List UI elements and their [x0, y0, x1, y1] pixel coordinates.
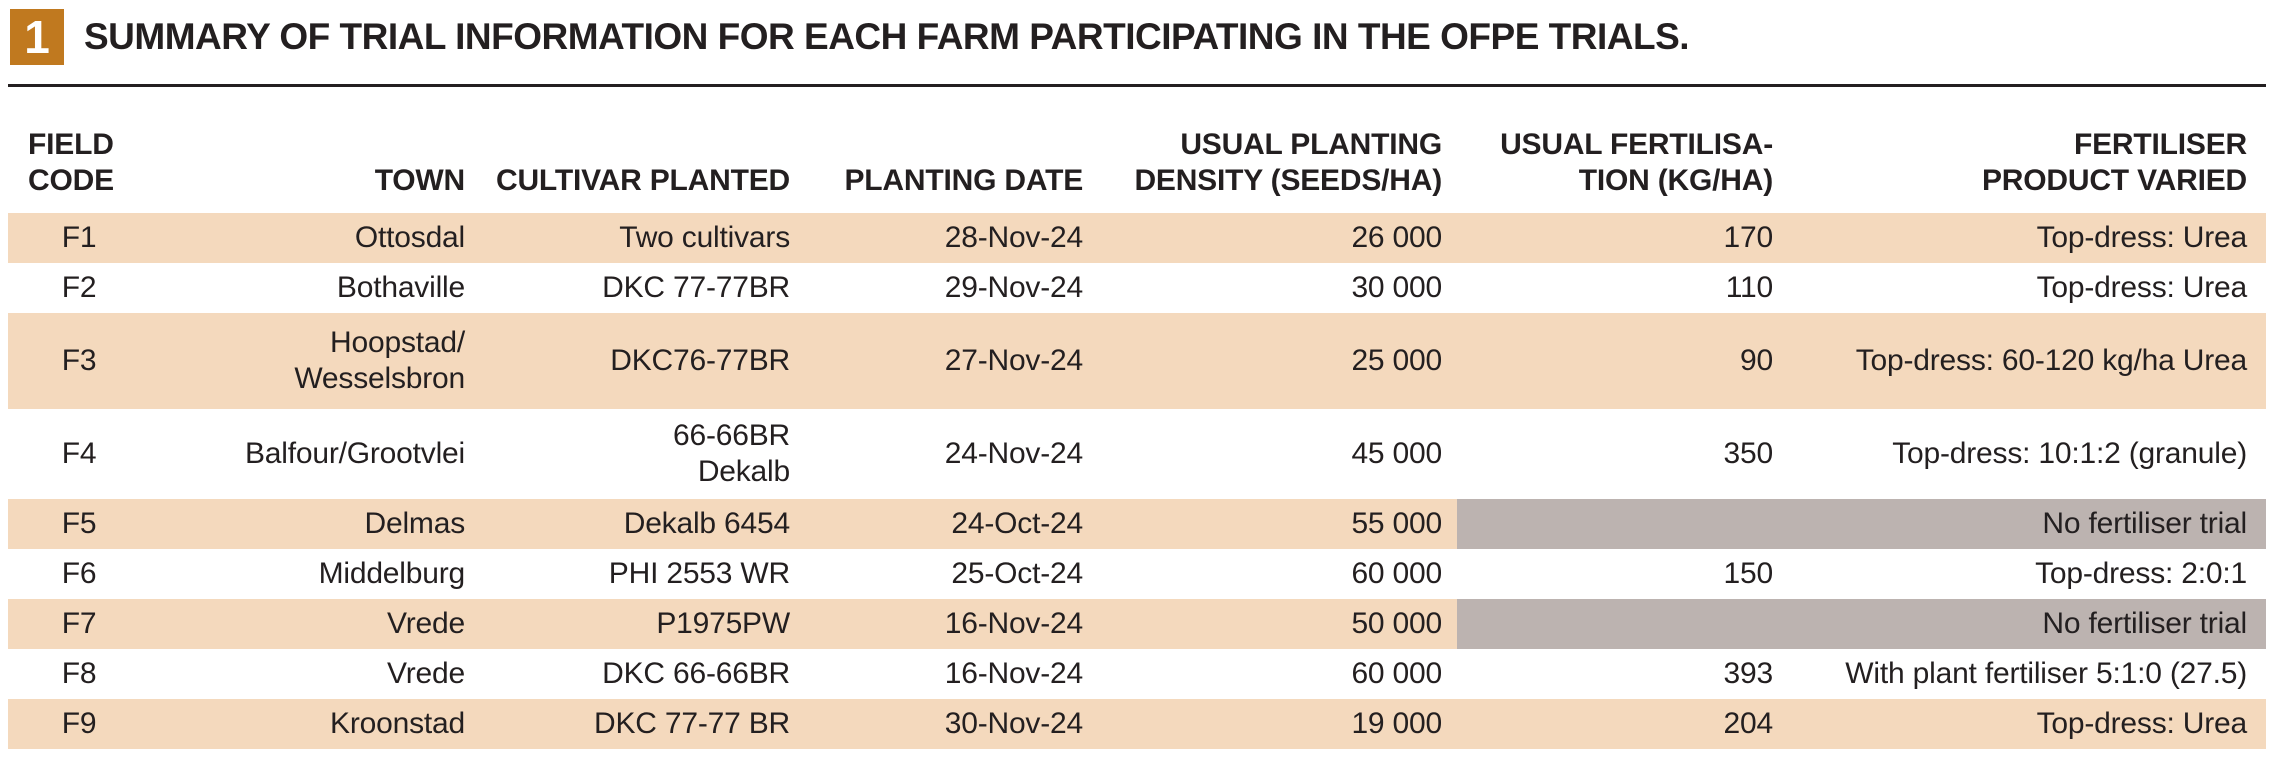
cell-planting-date: 24-Nov-24	[944, 437, 1083, 470]
cell-field-code: F3	[61, 344, 97, 377]
header-line: FIELD	[28, 128, 114, 161]
table-row: F5 Delmas Dekalb 6454 24-Oct-24 55 000 N…	[8, 499, 2266, 549]
table-row: F8 Vrede DKC 66-66BR 16-Nov-24 60 000 39…	[8, 649, 2266, 699]
cell-density: 25 000	[1351, 344, 1442, 377]
cell-product: Top-dress: Urea	[2036, 271, 2248, 304]
cell-fertilisation: 90	[1740, 344, 1773, 377]
cell-fertilisation: 350	[1723, 437, 1774, 470]
cell-no-fertiliser-trial: No fertiliser trial	[1457, 499, 2266, 549]
header-planting-date: PLANTING DATE	[844, 164, 1084, 197]
figure-caption: 1 SUMMARY OF TRIAL INFORMATION FOR EACH …	[0, 0, 2280, 66]
header-field-code: FIELD CODE	[8, 127, 150, 199]
cell-cultivar: DKC 66-66BR	[602, 657, 790, 690]
header-line: USUAL PLANTING	[1180, 128, 1442, 161]
cell-cultivar: PHI 2553 WR	[608, 557, 790, 590]
cell-planting-date: 30-Nov-24	[944, 707, 1083, 740]
cell-product: Top-dress: 10:1:2 (granule)	[1892, 437, 2247, 470]
cell-planting-date: 27-Nov-24	[944, 344, 1083, 377]
cell-town: Bothaville	[336, 271, 465, 304]
cell-field-code: F8	[61, 657, 97, 690]
header-fertilisation: USUAL FERTILISA- TION (KG/HA)	[1457, 127, 1777, 199]
cell-density: 45 000	[1351, 437, 1442, 470]
cell-town: Delmas	[364, 507, 466, 540]
cell-field-code: F5	[61, 507, 97, 540]
cell-cultivar: 66-66BR Dekalb	[478, 409, 800, 499]
cultivar-line: Dekalb	[697, 455, 790, 488]
cell-density: 60 000	[1351, 657, 1442, 690]
table-row: F1 Ottosdal Two cultivars 28-Nov-24 26 0…	[8, 213, 2266, 263]
cell-town: Vrede	[387, 657, 465, 690]
cell-fertilisation: 170	[1723, 221, 1774, 254]
table-row: F3 Hoopstad/ Wesselsbron DKC76-77BR 27-N…	[8, 313, 2266, 409]
town-line: Wesselsbron	[294, 362, 465, 395]
cell-field-code: F6	[61, 557, 97, 590]
figure-title: SUMMARY OF TRIAL INFORMATION FOR EACH FA…	[84, 16, 1690, 57]
cell-town: Hoopstad/ Wesselsbron	[150, 313, 478, 409]
header-product: FERTILISER PRODUCT VARIED	[1777, 127, 2266, 199]
header-line: USUAL FERTILISA-	[1500, 128, 1773, 161]
cell-town: Middelburg	[318, 557, 466, 590]
cell-planting-date: 28-Nov-24	[944, 221, 1083, 254]
cell-field-code: F4	[61, 437, 97, 470]
cell-field-code: F9	[61, 707, 97, 740]
cell-fertilisation: 204	[1723, 707, 1774, 740]
cell-fertilisation: 393	[1723, 657, 1774, 690]
table-row: F9 Kroonstad DKC 77-77 BR 30-Nov-24 19 0…	[8, 699, 2266, 749]
cell-product: With plant fertiliser 5:1:0 (27.5)	[1845, 657, 2247, 690]
cell-town: Balfour/Grootvlei	[244, 437, 465, 470]
cell-fertilisation: 110	[1725, 271, 1773, 304]
cell-field-code: F7	[61, 607, 97, 640]
cell-product: Top-dress: Urea	[2036, 707, 2248, 740]
cell-density: 30 000	[1351, 271, 1442, 304]
cell-field-code: F1	[61, 221, 97, 254]
table-header-row: FIELD CODE TOWN CULTIVAR PLANTED PLANTIN…	[8, 127, 2266, 213]
cell-cultivar: DKC 77-77 BR	[593, 707, 790, 740]
cell-town: Kroonstad	[330, 707, 465, 740]
cell-product: Top-dress: 2:0:1	[2035, 557, 2247, 590]
caption-divider-rule	[8, 84, 2266, 87]
header-line: DENSITY (SEEDS/HA)	[1134, 164, 1442, 197]
cell-town: Ottosdal	[354, 221, 465, 254]
table-row: F6 Middelburg PHI 2553 WR 25-Oct-24 60 0…	[8, 549, 2266, 599]
header-cultivar: CULTIVAR PLANTED	[495, 164, 790, 197]
cell-density: 19 000	[1351, 707, 1442, 740]
table-row: F7 Vrede P1975PW 16-Nov-24 50 000 No fer…	[8, 599, 2266, 649]
header-town: TOWN	[374, 164, 466, 197]
cell-density: 55 000	[1351, 507, 1442, 540]
cell-planting-date: 29-Nov-24	[944, 271, 1083, 304]
cell-no-fertiliser-trial: No fertiliser trial	[1457, 599, 2266, 649]
cell-density: 60 000	[1351, 557, 1442, 590]
cell-density: 50 000	[1351, 607, 1442, 640]
cell-cultivar: Dekalb 6454	[623, 507, 790, 540]
cell-cultivar: P1975PW	[656, 607, 790, 640]
cell-cultivar: Two cultivars	[619, 221, 790, 254]
cell-planting-date: 25-Oct-24	[951, 557, 1083, 590]
figure-number-badge: 1	[10, 9, 64, 65]
header-density: USUAL PLANTING DENSITY (SEEDS/HA)	[1095, 127, 1457, 199]
cell-planting-date: 24-Oct-24	[951, 507, 1083, 540]
table-row: F4 Balfour/Grootvlei 66-66BR Dekalb 24-N…	[8, 409, 2266, 499]
town-line: Hoopstad/	[330, 326, 465, 359]
header-line: PRODUCT VARIED	[1982, 164, 2247, 197]
cell-planting-date: 16-Nov-24	[944, 657, 1083, 690]
cell-planting-date: 16-Nov-24	[944, 607, 1083, 640]
header-line: TION (KG/HA)	[1578, 164, 1773, 197]
header-line: CODE	[28, 164, 114, 197]
cell-town: Vrede	[387, 607, 465, 640]
cell-product: Top-dress: Urea	[2036, 221, 2248, 254]
cultivar-line: 66-66BR	[672, 419, 790, 452]
cell-density: 26 000	[1351, 221, 1442, 254]
cell-cultivar: DKC76-77BR	[610, 344, 790, 377]
cell-cultivar: DKC 77-77BR	[602, 271, 790, 304]
header-line: FERTILISER	[2073, 128, 2247, 161]
table-row: F2 Bothaville DKC 77-77BR 29-Nov-24 30 0…	[8, 263, 2266, 313]
cell-fertilisation: 150	[1723, 557, 1774, 590]
cell-field-code: F2	[61, 271, 97, 304]
cell-product: Top-dress: 60-120 kg/ha Urea	[1855, 344, 2247, 377]
